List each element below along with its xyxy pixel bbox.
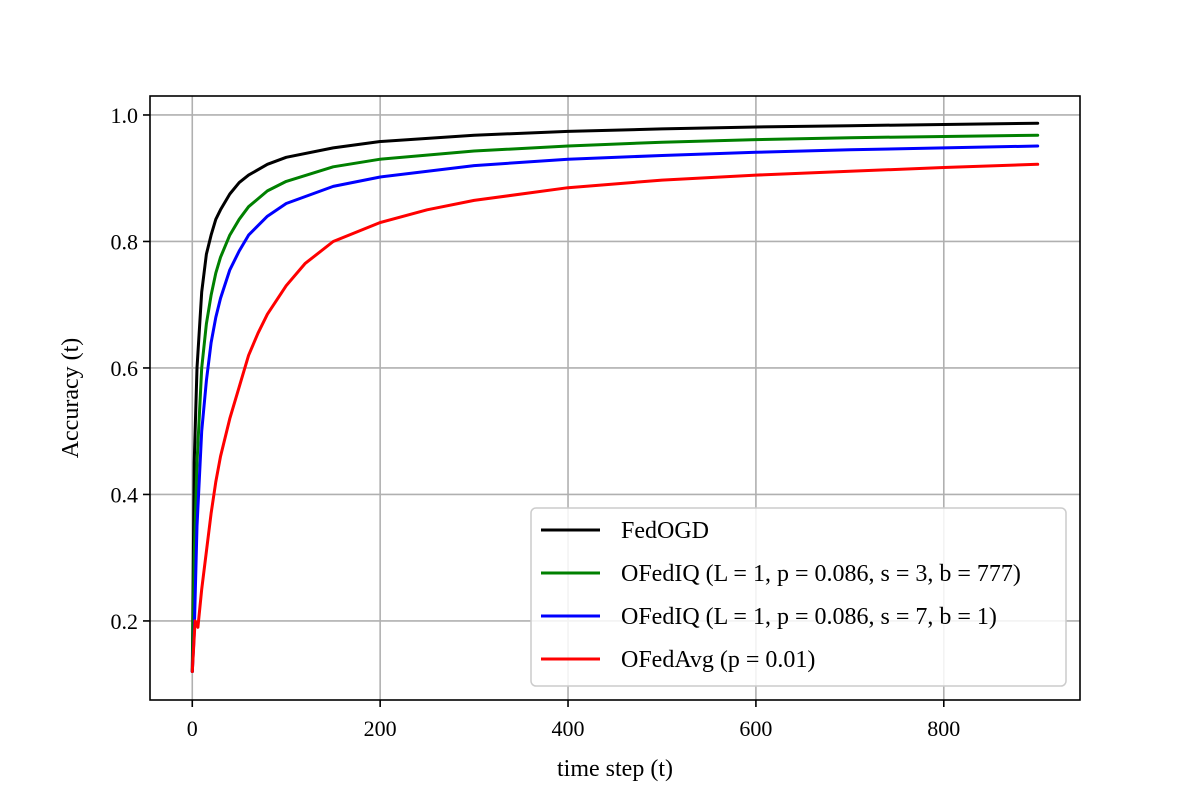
x-tick-label: 600 (739, 716, 772, 741)
y-axis-label: Accuracy (t) (58, 338, 84, 459)
x-tick-label: 400 (552, 716, 585, 741)
legend-label: OFedIQ (L = 1, p = 0.086, s = 3, b = 777… (621, 561, 1021, 587)
y-tick-label: 0.4 (111, 482, 139, 507)
series-line-2 (190, 133, 1040, 673)
legend-label: FedOGD (621, 518, 709, 544)
x-tick-label: 0 (187, 716, 198, 741)
legend: FedOGD OFedIQ (L = 1, p = 0.086, s = 3, b… (530, 507, 1067, 687)
axis-ticks: 0 200 400 600 800 0.2 0.4 0.6 0.8 1.0 (111, 103, 961, 741)
y-tick-label: 0.6 (111, 356, 139, 381)
series-line-4 (190, 162, 1040, 673)
legend-label: OFedIQ (L = 1, p = 0.086, s = 7, b = 1) (621, 604, 997, 630)
plot-frame (149, 95, 1081, 701)
series-line-3 (190, 144, 1040, 673)
x-tick-label: 200 (364, 716, 397, 741)
y-tick-label: 1.0 (111, 103, 139, 128)
x-tick-label: 800 (927, 716, 960, 741)
series-layer (190, 121, 1040, 673)
legend-label: OFedAvg (p = 0.01) (621, 647, 815, 673)
y-tick-label: 0.8 (111, 229, 139, 254)
series-line-1 (190, 121, 1040, 673)
legend-frame (530, 507, 1067, 687)
x-axis-label: time step (t) (557, 756, 673, 782)
y-tick-label: 0.2 (111, 609, 139, 634)
